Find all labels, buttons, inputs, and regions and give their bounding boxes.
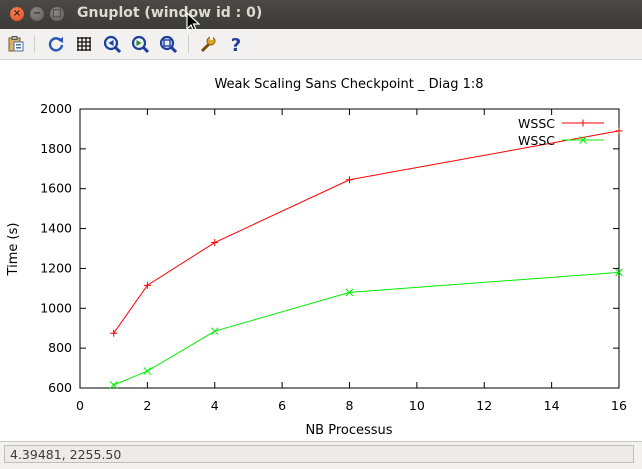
x-tick-label: 4 — [211, 398, 219, 413]
chart-canvas[interactable]: Weak Scaling Sans Checkpoint _ Diag 1:8 … — [0, 60, 642, 441]
x-tick-label: 14 — [544, 398, 560, 413]
zoom-next-button[interactable] — [129, 33, 151, 55]
data-point-2 — [615, 268, 623, 277]
y-tick-label: 800 — [48, 340, 72, 355]
x-tick-label: 6 — [278, 398, 286, 413]
y-axis-label: Time (s) — [6, 223, 21, 277]
data-point-1 — [211, 239, 219, 247]
data-point-2 — [345, 288, 354, 297]
x-tick-label: 2 — [143, 398, 151, 413]
data-point-1 — [346, 176, 353, 184]
x-tick-label: 8 — [346, 398, 354, 413]
window-minimize-button[interactable]: − — [30, 7, 44, 21]
copy-to-clipboard-button[interactable] — [5, 33, 27, 55]
help-icon: ? — [231, 35, 241, 53]
replot-icon — [48, 37, 64, 52]
toolbar-separator — [188, 35, 189, 53]
window-title: Gnuplot (window id : 0) — [77, 5, 263, 21]
toolbar-separator — [34, 35, 35, 53]
help-button[interactable]: ? — [225, 33, 247, 55]
legend-marker-1 — [579, 119, 587, 127]
y-tick-label: 1600 — [40, 181, 72, 196]
preferences-button[interactable] — [197, 33, 219, 55]
y-tick-label: 1000 — [40, 300, 72, 315]
zoom-previous-button[interactable] — [101, 33, 123, 55]
preferences-icon — [200, 36, 216, 53]
window-maximize-button[interactable]: □ — [50, 7, 64, 21]
window-close-button[interactable]: × — [10, 7, 24, 21]
grid-button[interactable] — [73, 33, 95, 55]
x-tick-label: 10 — [409, 398, 425, 413]
grid-icon — [77, 37, 91, 51]
copy-to-clipboard-icon — [8, 36, 24, 52]
data-point-2 — [143, 367, 152, 375]
data-point-1 — [143, 281, 151, 289]
data-point-2 — [210, 327, 219, 336]
y-tick-label: 1800 — [40, 141, 72, 156]
toolbar: ? — [0, 29, 642, 60]
series-line-2 — [113, 271, 620, 386]
svg-text:?: ? — [231, 35, 241, 53]
data-point-1 — [110, 329, 118, 337]
chart-title: Weak Scaling Sans Checkpoint _ Diag 1:8 — [214, 77, 483, 92]
zoom-next-icon — [131, 35, 149, 53]
autoscale-icon — [159, 35, 177, 53]
x-tick-label: 16 — [611, 398, 627, 413]
plot-area[interactable]: Weak Scaling Sans Checkpoint _ Diag 1:8 … — [0, 60, 642, 441]
legend-label-1: WSSC — [518, 116, 555, 131]
replot-button[interactable] — [45, 33, 67, 55]
y-tick-label: 2000 — [40, 101, 72, 116]
y-tick-label: 600 — [48, 380, 72, 395]
plot-frame — [79, 108, 620, 389]
zoom-previous-icon — [103, 35, 121, 53]
cursor-coordinates-readout: 4.39481, 2255.50 — [4, 445, 634, 463]
legend-label-2: WSSC — [518, 133, 555, 148]
status-bar: 4.39481, 2255.50 — [0, 441, 642, 469]
series-line-1 — [113, 130, 620, 334]
x-tick-label: 0 — [76, 398, 84, 413]
data-point-1 — [615, 127, 623, 135]
title-bar: × − □ Gnuplot (window id : 0) — [0, 0, 642, 33]
autoscale-button[interactable] — [157, 33, 179, 55]
x-tick-label: 12 — [476, 398, 492, 413]
legend-marker-2 — [579, 136, 587, 144]
data-point-2 — [109, 381, 118, 389]
x-axis-label: NB Processus — [305, 423, 392, 438]
y-tick-label: 1200 — [40, 260, 72, 275]
y-tick-label: 1400 — [40, 221, 72, 236]
